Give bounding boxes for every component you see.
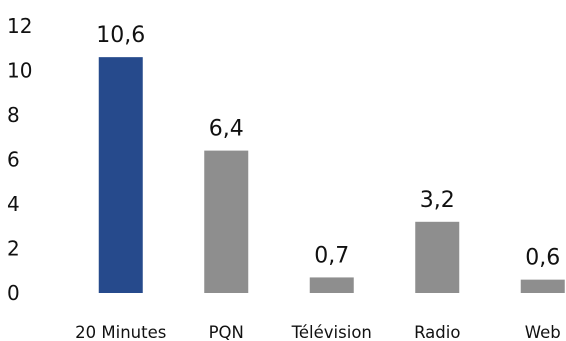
x-category-label: Télévision [291, 323, 372, 341]
bar [204, 150, 249, 293]
data-label: 3,2 [420, 188, 455, 213]
data-label: 0,7 [314, 243, 349, 268]
bar [98, 57, 143, 294]
data-label: 6,4 [209, 117, 244, 142]
data-label: 0,6 [525, 246, 560, 271]
y-tick-label: 12 [7, 14, 32, 38]
y-tick-label: 10 [7, 59, 32, 83]
bar [520, 279, 565, 293]
data-labels-group: 10,6 6,4 0,7 3,2 0,6 [96, 23, 560, 271]
bar [309, 277, 354, 293]
y-tick-label: 6 [7, 148, 20, 172]
x-category-label: Web [525, 323, 561, 341]
bars-group [98, 57, 565, 294]
data-label: 10,6 [96, 23, 145, 48]
y-tick-label: 4 [7, 192, 20, 216]
x-category-label: Radio [414, 323, 460, 341]
y-tick-label: 2 [7, 237, 20, 261]
bar [415, 221, 460, 293]
x-axis: 20 Minutes PQN Télévision Radio Web [75, 323, 561, 341]
y-tick-label: 0 [7, 281, 20, 305]
y-tick-label: 8 [7, 103, 20, 127]
x-category-label: PQN [209, 323, 244, 341]
y-axis: 0 2 4 6 8 10 12 [7, 14, 32, 305]
x-category-label: 20 Minutes [75, 323, 166, 341]
